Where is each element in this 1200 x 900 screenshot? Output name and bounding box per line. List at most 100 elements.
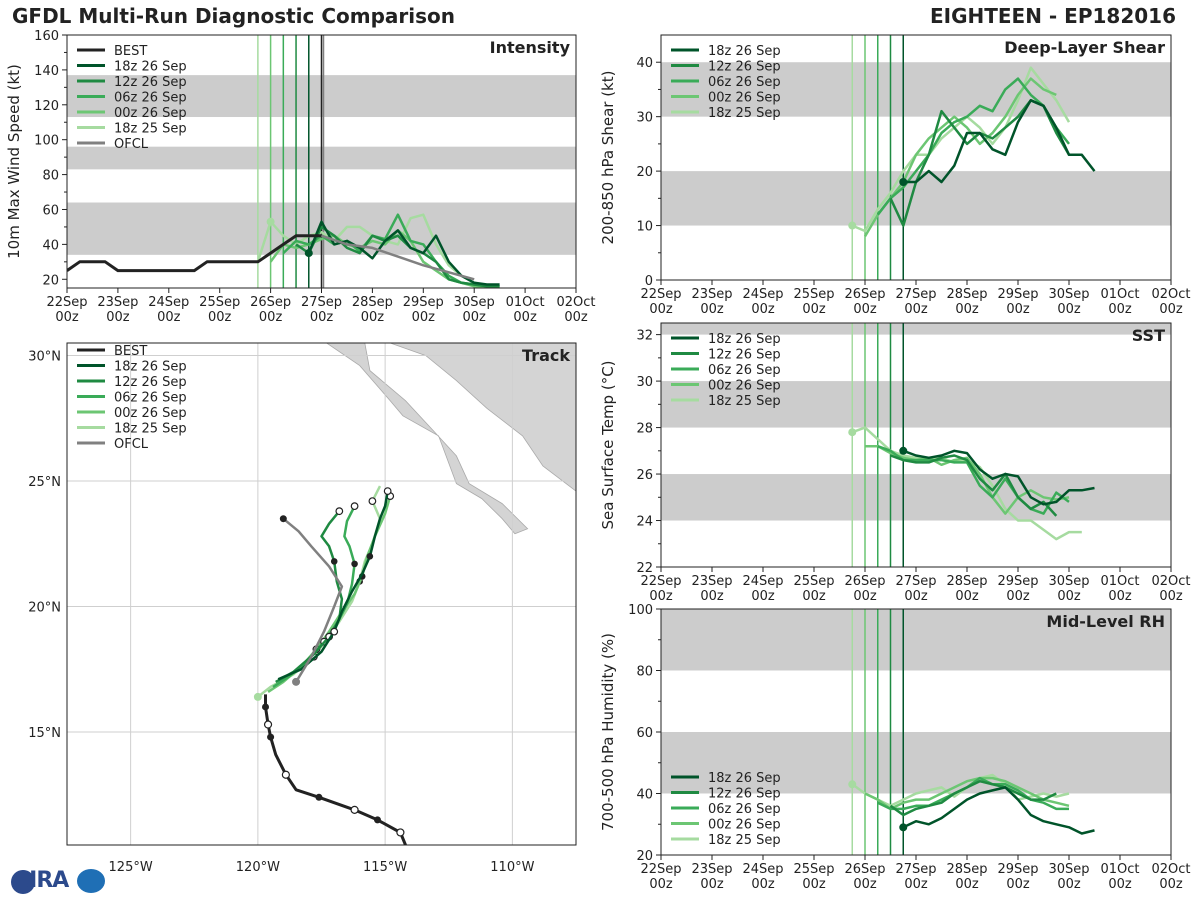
x-tick-label: 23Sep [97, 295, 138, 310]
x-tick-hour-label: 00z [955, 877, 979, 892]
y-tick-label: 160 [34, 29, 59, 44]
y-axis-label: 200-850 hPa Shear (kt) [599, 71, 617, 245]
legend-label: 18z 25 Sep [114, 422, 187, 437]
series-line-06z-26-sep [877, 776, 1069, 811]
legend-label: BEST [114, 344, 147, 359]
y-tick-label: 20 [636, 849, 653, 864]
x-tick-label: 25Sep [793, 287, 834, 302]
y-tick-label: 100 [628, 603, 653, 618]
legend-label: BEST [114, 44, 147, 59]
y-tick-label: 40 [636, 788, 653, 803]
x-tick-hour-label: 00z [1006, 302, 1030, 317]
track-marker-filled [279, 515, 287, 523]
x-tick-hour-label: 00z [802, 589, 826, 604]
mainland-mexico [390, 343, 576, 492]
series-line-06z-26-sep [876, 77, 1070, 216]
x-tick-label: 29Sep [997, 574, 1038, 589]
legend-label: 18z 25 Sep [708, 833, 781, 848]
x-tick-hour-label: 00z [564, 310, 588, 325]
x-tick-label: 01Oct [1100, 574, 1139, 589]
series-marker [848, 780, 857, 789]
x-tick-hour-label: 00z [1057, 877, 1081, 892]
series-line-18z-26-sep [903, 99, 1096, 184]
legend-label: 06z 26 Sep [708, 802, 781, 817]
series-line-12z-26-sep [890, 454, 1058, 517]
series-marker [899, 823, 908, 832]
track-marker-filled [267, 733, 275, 741]
x-tick-label: 23Sep [691, 574, 732, 589]
x-tick-label: 28Sep [946, 287, 987, 302]
series-line-ofcl [321, 234, 475, 281]
y-tick-label: 20 [42, 273, 59, 288]
x-tick-hour-label: 00z [904, 877, 928, 892]
x-tick-hour-label: 00z [649, 877, 673, 892]
x-tick-hour-label: 00z [955, 589, 979, 604]
y-tick-label: 80 [636, 665, 653, 680]
x-tick-hour-label: 00z [802, 877, 826, 892]
y-tick-label: 15°N [28, 726, 61, 741]
x-tick-label: 125°W [109, 860, 153, 875]
track-marker-filled [373, 816, 381, 824]
series-line-18z-25-sep [851, 773, 1070, 808]
x-tick-hour-label: 00z [361, 310, 385, 325]
legend-label: 06z 26 Sep [114, 91, 187, 106]
series-marker [848, 428, 857, 437]
track-marker-open [335, 507, 344, 516]
x-tick-label: 30Sep [1048, 287, 1089, 302]
x-tick-label: 27Sep [895, 862, 936, 877]
track-marker-filled [330, 558, 338, 565]
series-marker [899, 446, 908, 455]
x-tick-label: 26Sep [250, 295, 291, 310]
x-tick-hour-label: 00z [955, 302, 979, 317]
track-marker-open [330, 627, 339, 636]
y-tick-label: 26 [636, 468, 653, 483]
x-tick-hour-label: 00z [106, 310, 130, 325]
y-tick-label: 60 [42, 203, 59, 218]
series-line-12z-26-sep [295, 225, 500, 288]
x-tick-hour-label: 00z [513, 310, 537, 325]
figure-title: GFDL Multi-Run Diagnostic Comparison [12, 4, 455, 28]
x-tick-label: 28Sep [946, 574, 987, 589]
series-line-18z-26-sep [902, 449, 1095, 506]
panel-title: SST [1132, 326, 1165, 345]
y-tick-label: 32 [636, 329, 653, 344]
legend-label: 00z 26 Sep [114, 406, 187, 421]
series-line-12z-26-sep [889, 99, 1082, 227]
legend-label: 18z 26 Sep [708, 771, 781, 786]
legend-label: 00z 26 Sep [708, 379, 781, 394]
shaded-band [661, 323, 1171, 335]
series-line-best [67, 234, 322, 273]
x-tick-hour-label: 00z [802, 302, 826, 317]
axes-frame [66, 342, 577, 846]
track-marker-filled [366, 553, 374, 560]
x-tick-label: 29Sep [403, 295, 444, 310]
x-tick-label: 28Sep [946, 862, 987, 877]
x-tick-label: 02Oct [556, 295, 595, 310]
x-tick-label: 120°W [236, 860, 280, 875]
logo-text: CIRA [14, 868, 69, 893]
x-tick-hour-label: 00z [904, 589, 928, 604]
track-marker-open [368, 497, 377, 506]
legend-label: OFCL [114, 137, 149, 152]
series-marker [848, 221, 857, 230]
track-marker-filled [315, 793, 323, 801]
track-marker-open [396, 828, 405, 837]
y-axis-label: 700-500 hPa Humidity (%) [599, 633, 617, 831]
y-tick-label: 120 [34, 99, 59, 114]
x-tick-label: 02Oct [1151, 862, 1190, 877]
y-tick-label: 30°N [28, 350, 61, 365]
panel-intensity: 2040608010012014016022Sep00z23Sep00z24Se… [5, 29, 596, 325]
y-tick-label: 30 [636, 375, 653, 390]
y-tick-label: 40 [636, 56, 653, 71]
x-tick-label: 115°W [363, 860, 407, 875]
x-tick-hour-label: 00z [1108, 877, 1132, 892]
x-tick-label: 01Oct [1100, 287, 1139, 302]
x-tick-hour-label: 00z [463, 310, 487, 325]
y-tick-label: 60 [636, 726, 653, 741]
x-tick-hour-label: 00z [700, 589, 724, 604]
legend-label: 18z 26 Sep [114, 360, 187, 375]
legend-label: 06z 26 Sep [708, 363, 781, 378]
x-tick-label: 22Sep [46, 295, 87, 310]
y-tick-label: 40 [42, 238, 59, 253]
legend-label: 12z 26 Sep [114, 375, 187, 390]
